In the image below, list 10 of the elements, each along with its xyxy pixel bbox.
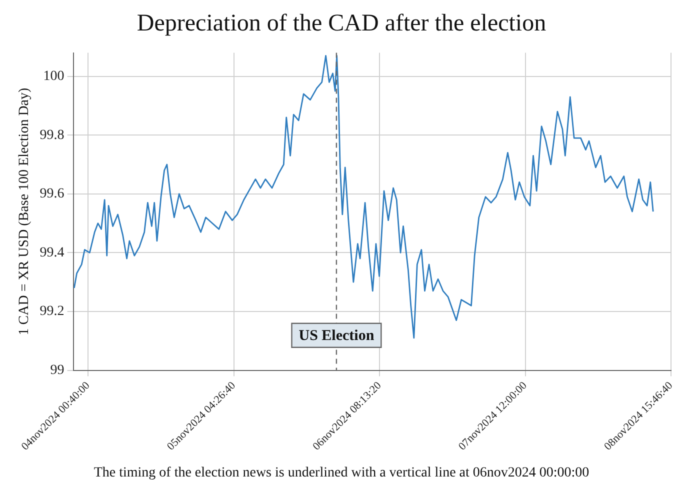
y-tick-label: 99.6 — [40, 186, 64, 202]
y-tick-label: 99.2 — [40, 304, 64, 320]
y-tick-label: 99.4 — [40, 245, 64, 260]
chart-title: Depreciation of the CAD after the election — [136, 10, 546, 37]
y-axis-title: 1 CAD = XR USD (Base 100 Election Day) — [17, 87, 32, 336]
ref-line-label: US Election — [298, 328, 375, 344]
y-tick-label: 99.8 — [40, 128, 64, 143]
y-tick-label: 99 — [50, 362, 64, 378]
text: The timing of the election news is underlined with a vertical line at 06nov2024 00:00:00 — [94, 465, 590, 480]
y-tick-label: 100 — [43, 68, 64, 84]
